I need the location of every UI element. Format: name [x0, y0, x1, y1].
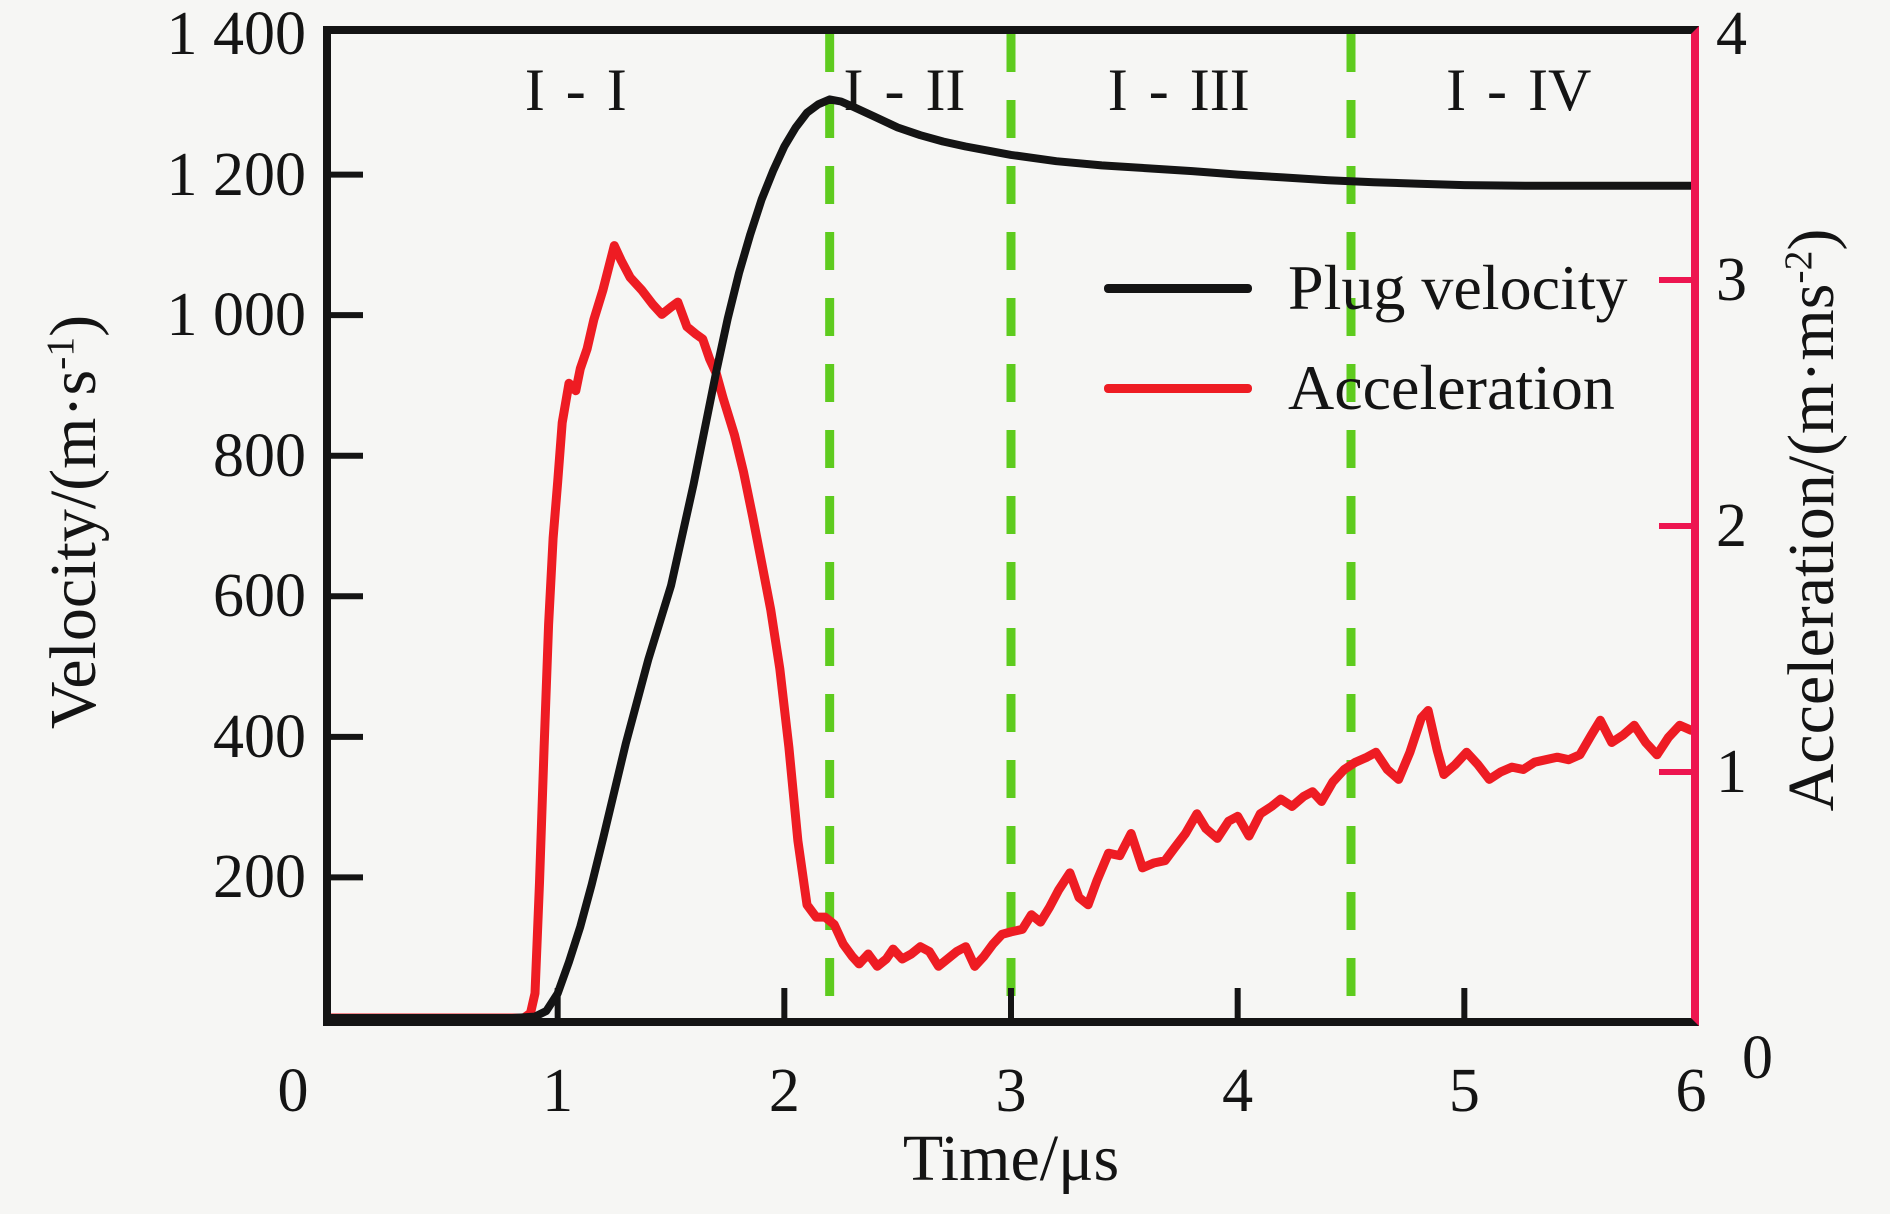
right-tick-label-4: 4 [1716, 0, 1747, 68]
plot-area [323, 26, 1699, 1026]
right-axis-title-suffix: ) [1775, 228, 1848, 251]
left-tick-label-600: 600 [213, 562, 306, 631]
x-tick-label-0: 0 [277, 1057, 309, 1125]
x-tick-label-6: 6 [1675, 1057, 1707, 1125]
right-axis-title-text: Acceleration/(m·ms [1775, 283, 1848, 812]
left-tick-label-400: 400 [213, 702, 306, 771]
acceleration-curve [331, 241, 1691, 1018]
right-axis-title: Acceleration/(m·ms-2) [1775, 228, 1855, 812]
legend-label-velocity: Plug velocity [1288, 252, 1628, 323]
legend-label-acceleration: Acceleration [1288, 352, 1615, 423]
left-tick-label-200: 200 [213, 843, 306, 912]
region-label-2: I - II [843, 57, 966, 123]
right-axis-title-exponent: -2 [1776, 250, 1821, 284]
left-axis-title: Velocity/(m·s-1) [37, 314, 117, 730]
x-tick-label-1: 1 [542, 1057, 574, 1125]
x-tick-label-4: 4 [1222, 1057, 1254, 1125]
velocity-line-swatch [1104, 283, 1252, 293]
legend-item-velocity: Plug velocity [1104, 256, 1628, 320]
x-tick-label-2: 2 [768, 1057, 800, 1125]
left-axis-title-exponent: -1 [38, 336, 83, 370]
right-tick-label-0: 0 [1742, 1024, 1773, 1092]
right-tick-label-1: 1 [1716, 738, 1747, 806]
left-tick-label-1200: 1 200 [166, 140, 307, 209]
x-tick-label-5: 5 [1448, 1057, 1480, 1125]
region-label-3: I - III [1107, 57, 1250, 123]
region-label-4: I - IV [1446, 57, 1592, 123]
left-axis-title-suffix: ) [37, 314, 110, 337]
x-tick-label-3: 3 [995, 1057, 1027, 1125]
region-label-1: I - I [524, 57, 627, 123]
left-tick-label-800: 800 [213, 421, 306, 490]
left-axis-title-text: Velocity/(m·s [37, 369, 110, 730]
velocity-curve [331, 95, 1691, 1018]
left-tick-label-1400: 1 400 [166, 0, 307, 68]
acceleration-line-swatch [1104, 383, 1252, 393]
legend: Plug velocity Acceleration [1104, 256, 1628, 420]
x-axis-title: Time/μs [902, 1122, 1120, 1195]
left-tick-label-1000: 1 000 [166, 281, 307, 350]
right-tick-label-3: 3 [1716, 246, 1747, 314]
legend-item-acceleration: Acceleration [1104, 356, 1628, 420]
right-tick-label-2: 2 [1716, 492, 1747, 560]
plot-canvas [331, 34, 1691, 1018]
